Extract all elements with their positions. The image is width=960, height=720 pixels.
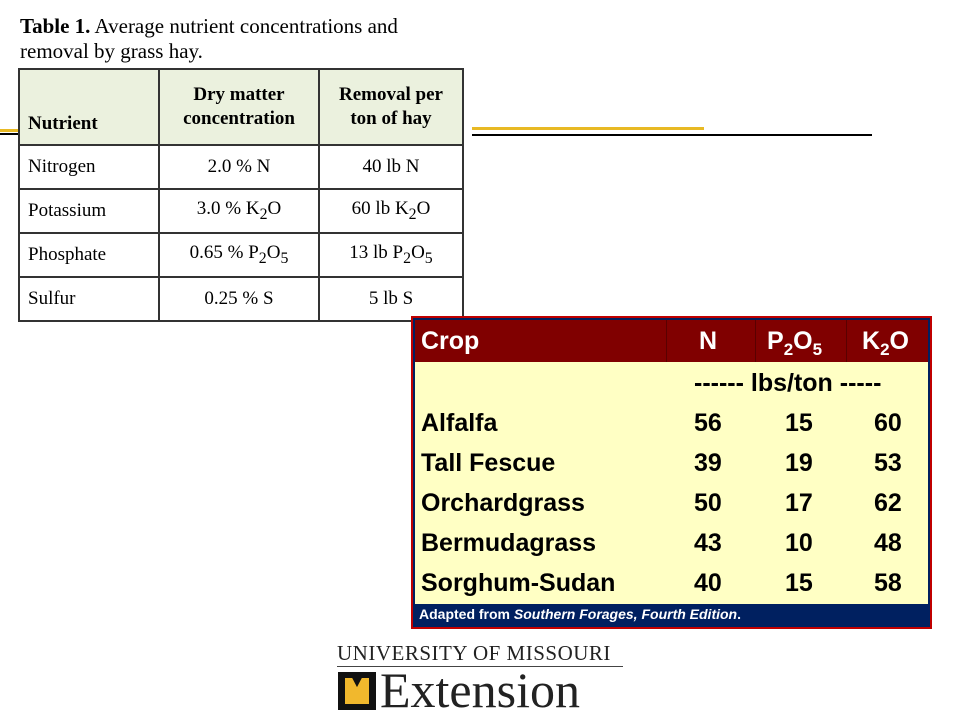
crop-table-body: ------ lbs/ton ----- Alfalfa 56 15 60 Ta… — [415, 362, 928, 604]
removal-value: 40 lb N — [318, 144, 464, 190]
header-nutrient: Nutrient — [18, 68, 160, 146]
logo-extension-text: Extension — [380, 662, 580, 718]
table1-caption-text: Average nutrient concentrations and remo… — [20, 14, 398, 63]
crop-table-header: Crop N P2O5 K2O — [415, 320, 928, 362]
header-dm-line1: Dry matter — [193, 84, 285, 105]
nutrient-name: Phosphate — [18, 232, 160, 278]
nutrient-name: Sulfur — [18, 276, 160, 322]
crop-name: Bermudagrass — [421, 529, 597, 557]
header-divider — [666, 320, 667, 362]
crop-name: Alfalfa — [421, 409, 498, 437]
crop-removal-table: Crop N P2O5 K2O ------ lbs/ton ----- Alf… — [411, 316, 932, 629]
table-row: Potassium 3.0 % K2O 60 lb K2O — [18, 188, 464, 234]
dm-value: 3.0 % K2O — [158, 188, 320, 234]
dm-value: 0.25 % S — [158, 276, 320, 322]
header-rm-line2: ton of hay — [350, 108, 432, 129]
crop-p2o5: 10 — [785, 529, 813, 557]
table-row: Sulfur 0.25 % S 5 lb S — [18, 276, 464, 322]
logo-divider — [337, 666, 623, 667]
header-n: N — [699, 327, 718, 355]
units-label: ------ lbs/ton ----- — [694, 369, 882, 397]
crop-k2o: 58 — [874, 569, 902, 597]
crop-k2o: 62 — [874, 489, 902, 517]
crop-k2o: 48 — [874, 529, 902, 557]
removal-value: 60 lb K2O — [318, 188, 464, 234]
nutrient-name: Potassium — [18, 188, 160, 234]
header-p2o5: P2O5 — [767, 327, 823, 359]
logo-university-text: UNIVERSITY OF MISSOURI — [337, 641, 611, 665]
removal-value: 13 lb P2O5 — [318, 232, 464, 278]
nutrient-name: Nitrogen — [18, 144, 160, 190]
table1-header-row: Nutrient Dry matter concentration Removal… — [18, 68, 464, 146]
crop-p2o5: 15 — [785, 569, 813, 597]
header-divider — [846, 320, 847, 362]
gold-rule-left — [0, 129, 18, 132]
header-k2o: K2O — [862, 327, 909, 359]
crop-n: 56 — [694, 409, 722, 437]
black-rule-right — [472, 134, 872, 136]
table-row: Phosphate 0.65 % P2O5 13 lb P2O5 — [18, 232, 464, 278]
crop-p2o5: 19 — [785, 449, 813, 477]
gold-rule-right — [472, 127, 704, 130]
header-divider — [755, 320, 756, 362]
crop-k2o: 60 — [874, 409, 902, 437]
table2-footnote: Adapted from Southern Forages, Fourth Ed… — [419, 606, 741, 622]
crop-p2o5: 17 — [785, 489, 813, 517]
removal-value: 5 lb S — [318, 276, 464, 322]
crop-n: 40 — [694, 569, 722, 597]
black-rule-left — [0, 133, 18, 135]
crop-k2o: 53 — [874, 449, 902, 477]
dm-value: 0.65 % P2O5 — [158, 232, 320, 278]
table1-caption-label: Table 1. — [20, 14, 91, 38]
header-dm-line2: concentration — [183, 108, 295, 129]
nutrient-table: Nutrient Dry matter concentration Removal… — [18, 68, 464, 322]
crop-name: Orchardgrass — [421, 489, 585, 517]
crop-name: Sorghum-Sudan — [421, 569, 616, 597]
header-dry-matter: Dry matter concentration — [158, 68, 320, 146]
table1-caption: Table 1. Average nutrient concentrations… — [20, 14, 470, 64]
table-row: Nitrogen 2.0 % N 40 lb N — [18, 144, 464, 190]
crop-n: 39 — [694, 449, 722, 477]
crop-p2o5: 15 — [785, 409, 813, 437]
header-crop: Crop — [421, 327, 480, 355]
header-removal: Removal per ton of hay — [318, 68, 464, 146]
mu-logo-icon — [338, 672, 376, 710]
header-rm-line1: Removal per — [339, 84, 443, 105]
crop-n: 50 — [694, 489, 722, 517]
crop-name: Tall Fescue — [421, 449, 556, 477]
dm-value: 2.0 % N — [158, 144, 320, 190]
crop-n: 43 — [694, 529, 722, 557]
